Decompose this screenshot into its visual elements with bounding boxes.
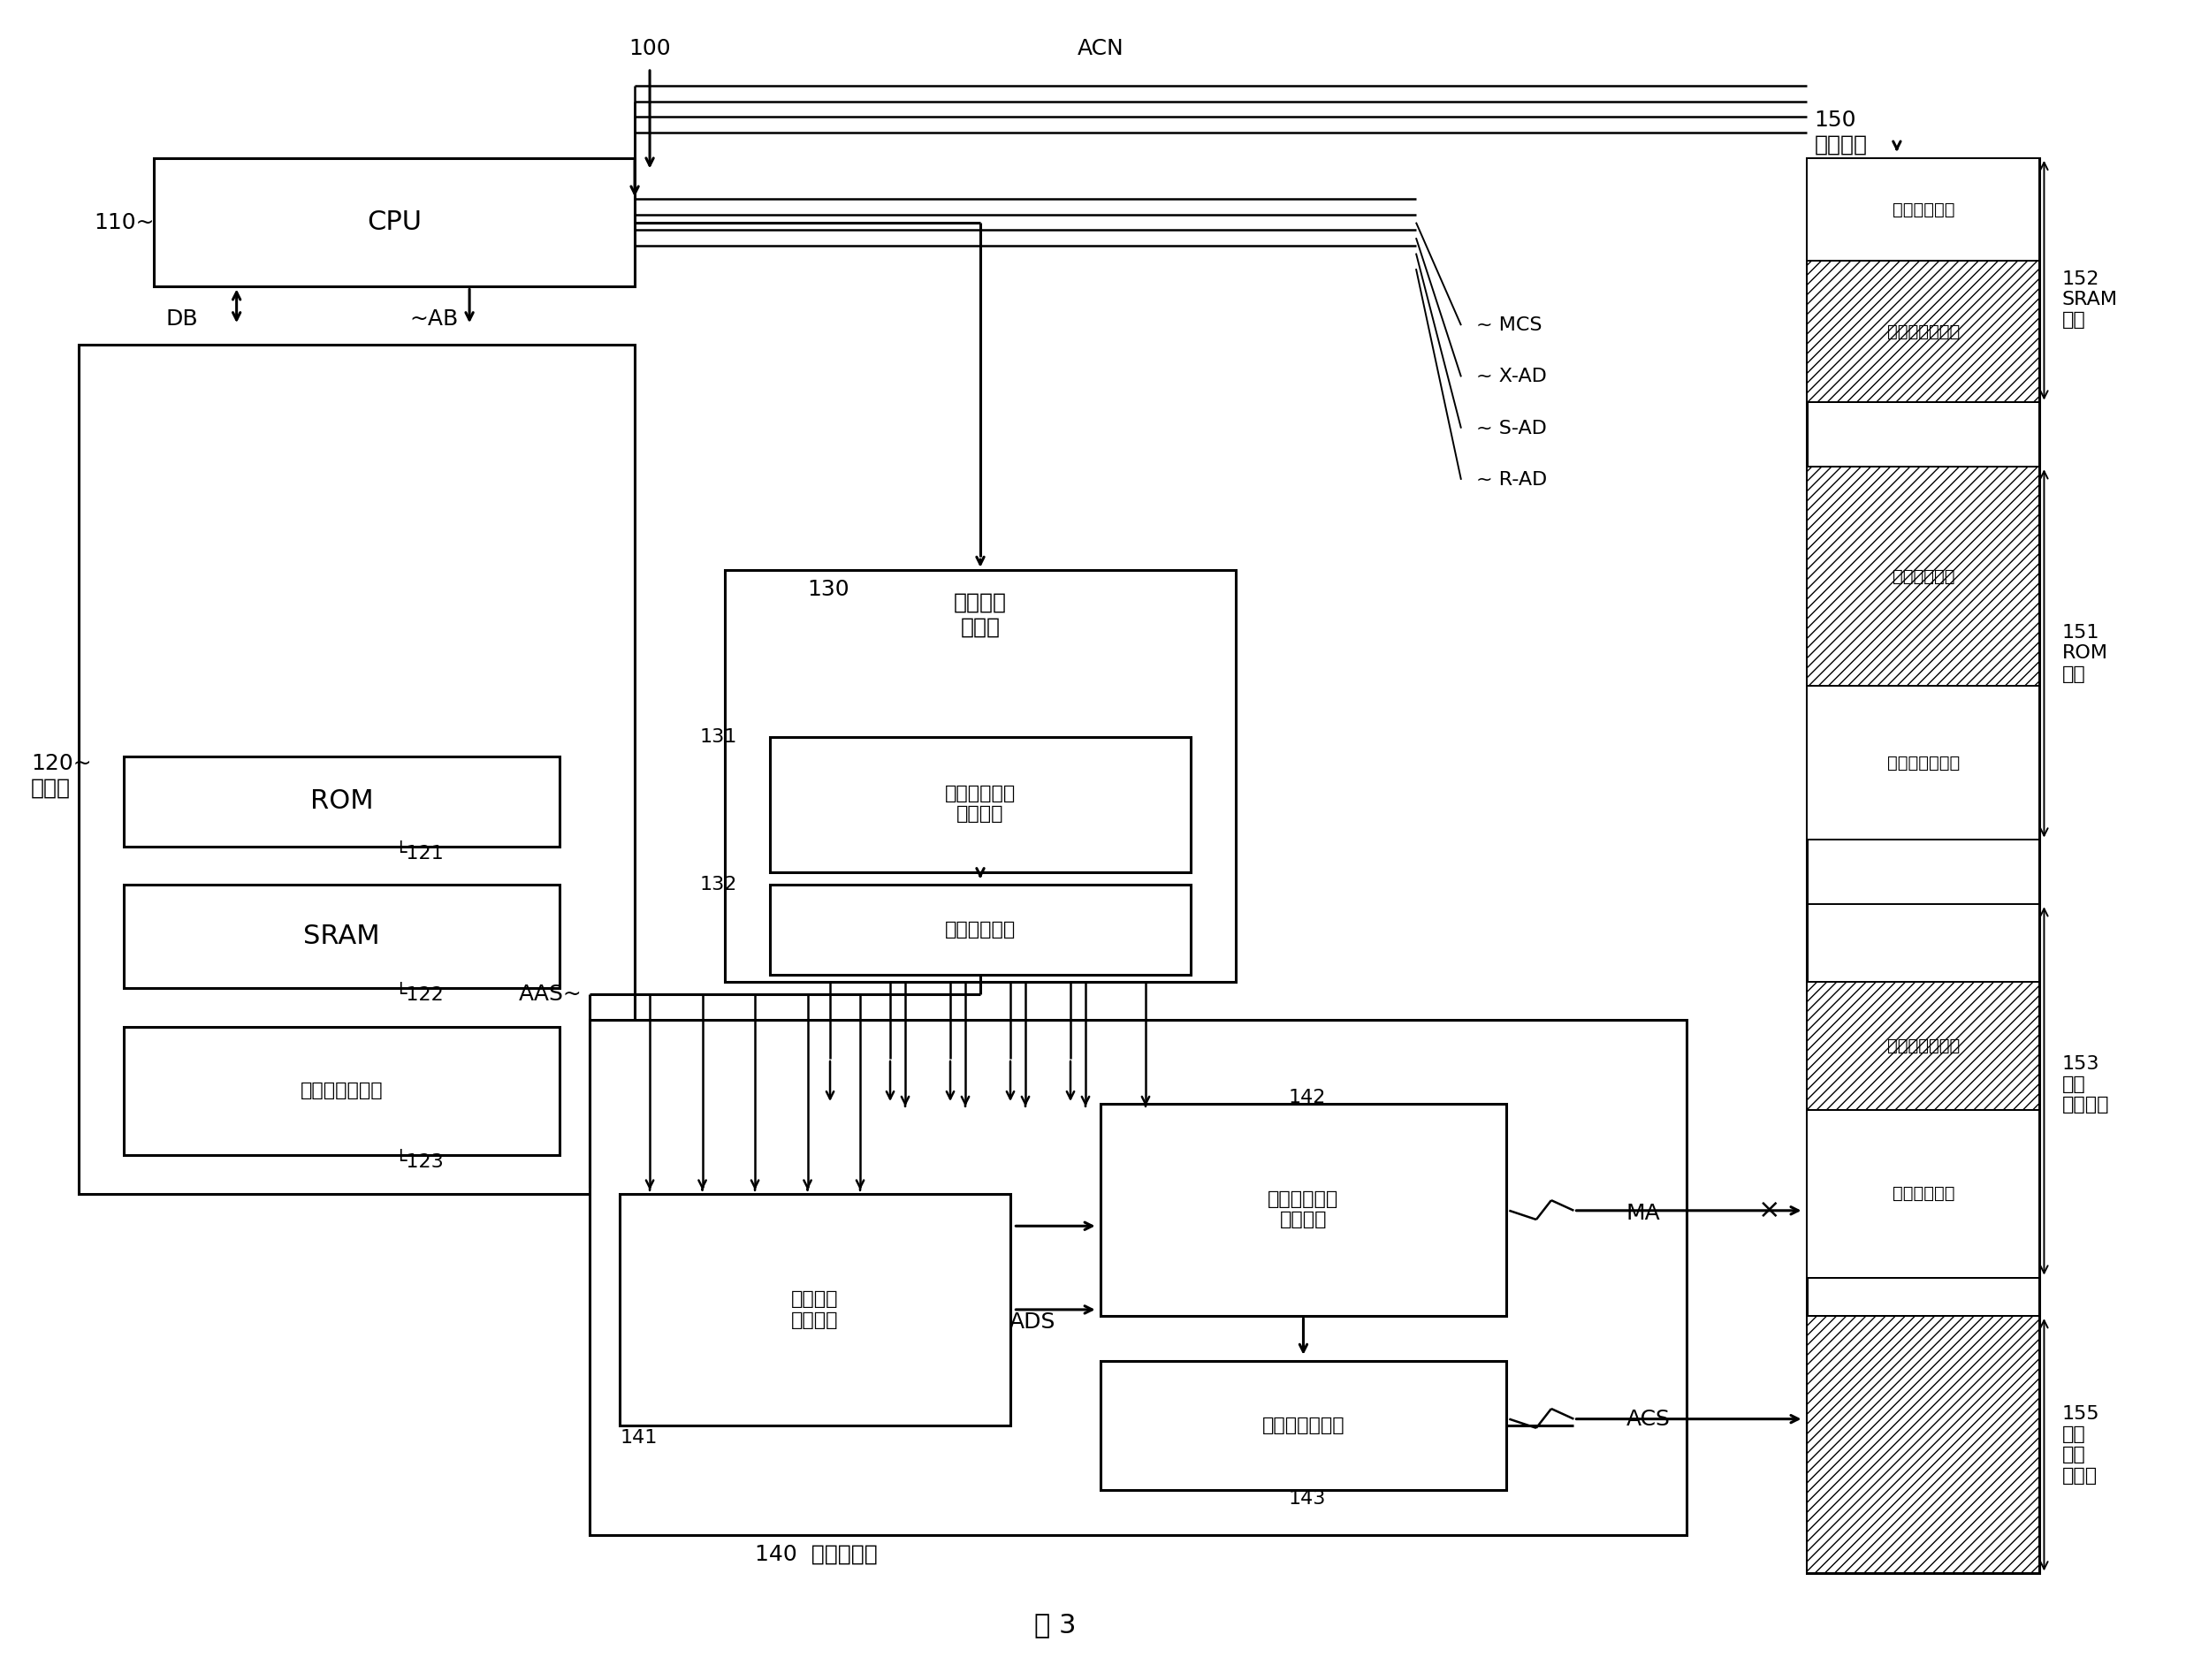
Text: 访问限制区域: 访问限制区域 (1893, 1186, 1954, 1203)
Text: SRAM: SRAM (304, 924, 380, 949)
Text: 142: 142 (1288, 1089, 1325, 1105)
Bar (125, 756, 560, 847)
Bar (590, 1020, 1685, 1536)
Text: ~ S-AD: ~ S-AD (1476, 420, 1548, 437)
Text: 110~: 110~ (94, 212, 155, 234)
Text: ~AB: ~AB (409, 309, 459, 329)
Bar (1806, 1110, 2040, 1277)
Text: ~ R-AD: ~ R-AD (1476, 470, 1548, 489)
Text: 非访问限制区域: 非访问限制区域 (1887, 323, 1961, 339)
Text: 150
存储空間: 150 存储空間 (1814, 109, 1867, 155)
Text: 155
非法
访问
用区域: 155 非法 访问 用区域 (2061, 1404, 2101, 1485)
Text: ~ MCS: ~ MCS (1476, 316, 1541, 334)
Bar (1806, 685, 2040, 840)
Text: MA: MA (1626, 1203, 1661, 1223)
Text: 141: 141 (619, 1430, 658, 1446)
Text: 120~
存储块: 120~ 存储块 (31, 753, 92, 798)
Text: 存储器控制电路: 存储器控制电路 (1261, 1416, 1344, 1435)
Text: 图 3: 图 3 (1034, 1613, 1076, 1638)
Text: 访问权限
判断部: 访问权限 判断部 (953, 591, 1008, 638)
Text: 151
ROM
区域: 151 ROM 区域 (2061, 623, 2107, 682)
Text: └122: └122 (393, 984, 444, 1003)
Text: ACN: ACN (1078, 39, 1124, 59)
Bar (769, 738, 1191, 872)
Bar (1100, 1104, 1506, 1315)
Bar (1806, 981, 2040, 1110)
Bar (1806, 158, 2040, 1574)
Bar (153, 158, 634, 287)
Bar (79, 344, 634, 1194)
Bar (1806, 260, 2040, 403)
Text: ~ X-AD: ~ X-AD (1476, 368, 1548, 386)
Text: 140  访问控制部: 140 访问控制部 (754, 1544, 877, 1564)
Text: 访问限制区域: 访问限制区域 (1893, 568, 1954, 585)
Text: 非访问限制区域: 非访问限制区域 (1887, 754, 1961, 771)
Text: 访问限制区域: 访问限制区域 (1893, 202, 1954, 218)
Bar (769, 885, 1191, 974)
Text: 153
外部
存储区域: 153 外部 存储区域 (2061, 1055, 2109, 1114)
Bar (1100, 1361, 1506, 1490)
Text: 非易失性存储器: 非易失性存储器 (299, 1082, 383, 1100)
Text: 访问可否
判断电路: 访问可否 判断电路 (791, 1290, 839, 1329)
Bar (619, 1194, 1010, 1425)
Text: AAS~: AAS~ (518, 984, 581, 1005)
Bar (1806, 467, 2040, 685)
Text: 132: 132 (700, 877, 737, 894)
Text: ROM: ROM (310, 788, 374, 815)
Bar (125, 885, 560, 988)
Bar (726, 570, 1235, 981)
Text: 非访问限制区域: 非访问限制区域 (1887, 1038, 1961, 1055)
Text: DB: DB (166, 309, 199, 329)
Text: 143: 143 (1288, 1490, 1325, 1507)
Text: └123: └123 (393, 1152, 444, 1171)
Text: 100: 100 (630, 39, 671, 59)
Text: 130: 130 (807, 578, 850, 600)
Bar (125, 1026, 560, 1156)
Text: CPU: CPU (367, 210, 422, 235)
Text: ADS: ADS (1010, 1312, 1056, 1334)
Bar (1806, 158, 2040, 260)
Text: 存储空间地址
解码电路: 存储空间地址 解码电路 (1268, 1189, 1338, 1228)
Text: 152
SRAM
区域: 152 SRAM 区域 (2061, 270, 2118, 329)
Text: ACS: ACS (1626, 1408, 1670, 1430)
Text: └121: └121 (393, 843, 444, 862)
Text: 131: 131 (700, 727, 737, 746)
Bar (1806, 1315, 2040, 1574)
Text: 模式设定电路: 模式设定电路 (944, 921, 1016, 939)
Text: 执行程序地址
解码电路: 执行程序地址 解码电路 (944, 785, 1016, 823)
Text: ×: × (1758, 1198, 1779, 1223)
